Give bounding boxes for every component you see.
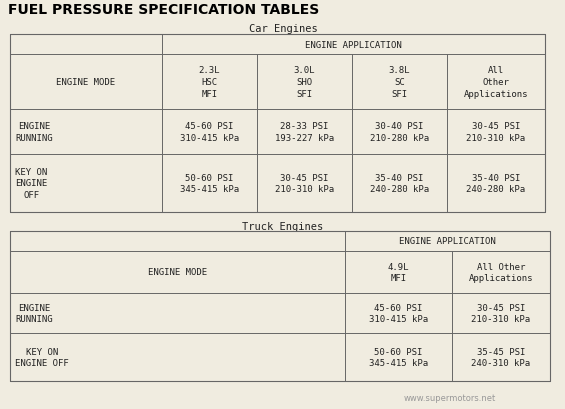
Text: ENGINE MODE: ENGINE MODE [56,78,116,87]
Text: 50-60 PSI
345-415 kPa: 50-60 PSI 345-415 kPa [180,173,239,194]
Text: 3.0L
SHO
SFI: 3.0L SHO SFI [294,66,315,99]
Bar [10,35,545,213]
Text: ENGINE
RUNNING: ENGINE RUNNING [15,122,53,143]
Text: KEY ON
ENGINE OFF: KEY ON ENGINE OFF [15,347,69,368]
Bar [10,231,550,381]
Text: 30-40 PSI
210-280 kPa: 30-40 PSI 210-280 kPa [370,122,429,143]
Bar [10,35,545,213]
Text: ENGINE APPLICATION: ENGINE APPLICATION [399,237,496,246]
Text: 28-33 PSI
193-227 kPa: 28-33 PSI 193-227 kPa [275,122,334,143]
Text: 45-60 PSI
310-415 kPa: 45-60 PSI 310-415 kPa [369,303,428,324]
Text: FUEL PRESSURE SPECIFICATION TABLES: FUEL PRESSURE SPECIFICATION TABLES [8,3,319,17]
Text: Truck Engines: Truck Engines [242,221,324,231]
Text: KEY ON
ENGINE
OFF: KEY ON ENGINE OFF [15,167,47,200]
Text: www.supermotors.net: www.supermotors.net [404,393,496,402]
Text: 30-45 PSI
210-310 kPa: 30-45 PSI 210-310 kPa [467,122,525,143]
Text: ENGINE APPLICATION: ENGINE APPLICATION [305,40,402,49]
Text: 35-45 PSI
240-310 kPa: 35-45 PSI 240-310 kPa [471,347,531,368]
Text: 30-45 PSI
210-310 kPa: 30-45 PSI 210-310 kPa [471,303,531,324]
Text: Car Engines: Car Engines [249,24,318,34]
Text: 35-40 PSI
240-280 kPa: 35-40 PSI 240-280 kPa [370,173,429,194]
Text: 30-45 PSI
210-310 kPa: 30-45 PSI 210-310 kPa [275,173,334,194]
Text: ENGINE
RUNNING: ENGINE RUNNING [15,303,53,324]
Text: 50-60 PSI
345-415 kPa: 50-60 PSI 345-415 kPa [369,347,428,368]
Text: All
Other
Applications: All Other Applications [464,66,528,99]
Text: All Other
Applications: All Other Applications [469,262,533,283]
Text: 35-40 PSI
240-280 kPa: 35-40 PSI 240-280 kPa [467,173,525,194]
Bar [10,231,550,381]
Text: 4.9L
MFI: 4.9L MFI [388,262,409,283]
Text: 2.3L
HSC
MFI: 2.3L HSC MFI [199,66,220,99]
Text: ENGINE MODE: ENGINE MODE [148,268,207,277]
Text: 45-60 PSI
310-415 kPa: 45-60 PSI 310-415 kPa [180,122,239,143]
Text: 3.8L
SC
SFI: 3.8L SC SFI [389,66,410,99]
